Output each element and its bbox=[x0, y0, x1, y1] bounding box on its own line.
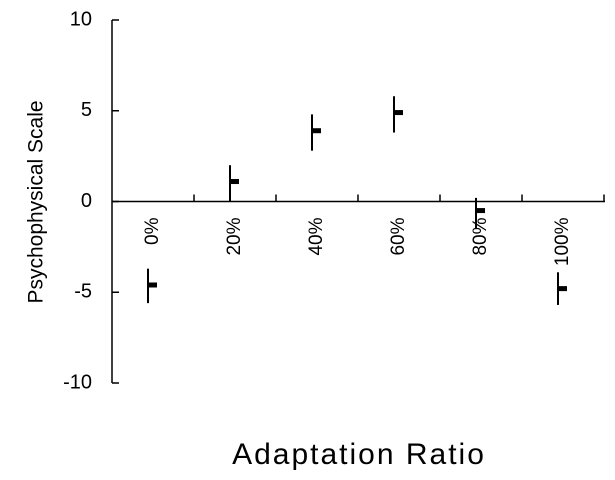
point-marker bbox=[148, 282, 157, 288]
y-ticks: 10 5 0 -5 -10 bbox=[63, 8, 119, 393]
y-tick-label: 10 bbox=[70, 8, 92, 30]
data-point bbox=[557, 272, 567, 305]
y-tick-label: -5 bbox=[74, 281, 92, 303]
point-marker bbox=[312, 128, 321, 134]
data-points bbox=[147, 96, 567, 305]
point-marker bbox=[230, 179, 239, 185]
x-ticks: 0% 20% 40% 60% 80% 100% bbox=[142, 194, 605, 266]
data-point bbox=[393, 96, 403, 133]
data-point bbox=[229, 165, 239, 202]
data-point bbox=[475, 197, 485, 229]
x-tick-label: 80% bbox=[470, 217, 491, 255]
data-point bbox=[311, 114, 321, 151]
x-tick-label: 0% bbox=[142, 217, 163, 245]
point-marker bbox=[558, 286, 567, 292]
y-axis-label: Psychophysical Scale bbox=[25, 100, 48, 303]
y-tick-label: -10 bbox=[63, 371, 92, 393]
y-tick-label: 0 bbox=[81, 190, 92, 212]
data-point bbox=[147, 268, 157, 304]
x-tick-label: 40% bbox=[306, 217, 327, 255]
x-tick-label: 60% bbox=[388, 217, 409, 255]
x-tick-label: 20% bbox=[224, 217, 245, 255]
x-tick-label: 100% bbox=[552, 217, 573, 266]
y-tick-label: 5 bbox=[81, 99, 92, 121]
point-marker bbox=[394, 110, 403, 116]
point-marker bbox=[476, 208, 485, 214]
x-axis-label: Adaptation Ratio bbox=[232, 438, 486, 471]
